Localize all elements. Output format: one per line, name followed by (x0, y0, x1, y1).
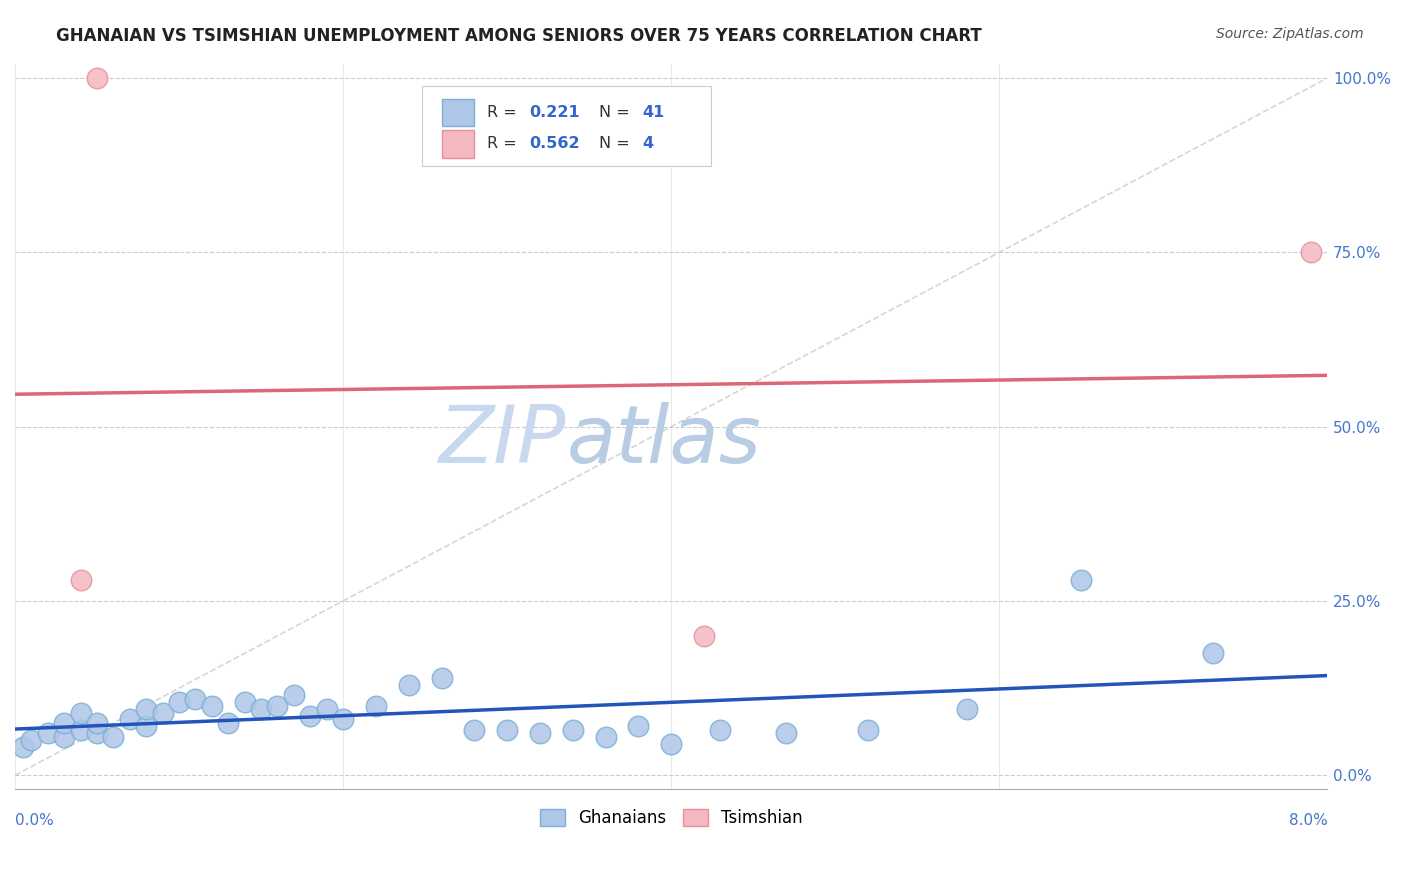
Point (1070, 573, 1092, 587)
Point (13, 740, 35, 755)
Point (315, 702, 337, 716)
Text: N =: N = (599, 136, 636, 152)
Text: 8.0%: 8.0% (1289, 813, 1327, 828)
Point (201, 698, 224, 713)
Point (53, 730, 76, 744)
Point (856, 723, 879, 737)
Point (463, 723, 485, 737)
Point (69, 573, 91, 587)
Point (1299, 245, 1322, 260)
Point (955, 702, 977, 716)
Point (561, 723, 583, 737)
Point (496, 723, 519, 737)
Text: R =: R = (488, 105, 523, 120)
Point (266, 698, 288, 713)
Point (709, 723, 731, 737)
Point (299, 709, 322, 723)
Point (627, 719, 650, 733)
FancyBboxPatch shape (441, 130, 474, 158)
Point (659, 737, 682, 751)
Point (37, 726, 59, 740)
Point (184, 691, 207, 706)
Text: GHANAIAN VS TSIMSHIAN UNEMPLOYMENT AMONG SENIORS OVER 75 YEARS CORRELATION CHART: GHANAIAN VS TSIMSHIAN UNEMPLOYMENT AMONG… (56, 27, 981, 45)
Point (430, 671, 453, 685)
Point (775, 726, 797, 740)
Point (135, 702, 157, 716)
Text: 0.0%: 0.0% (15, 813, 53, 828)
Point (69, 723, 91, 737)
Point (86, 716, 108, 731)
Text: 0.562: 0.562 (530, 136, 581, 152)
Point (283, 688, 305, 702)
Point (250, 702, 273, 716)
Point (364, 698, 387, 713)
Point (20, 733, 42, 747)
Point (595, 730, 617, 744)
Legend: Ghanaians, Tsimshian: Ghanaians, Tsimshian (531, 800, 811, 835)
Point (152, 706, 174, 720)
FancyBboxPatch shape (422, 86, 710, 166)
Point (693, 629, 716, 643)
FancyBboxPatch shape (441, 99, 474, 127)
Point (332, 713, 354, 727)
Text: 41: 41 (643, 105, 665, 120)
Point (69, 706, 91, 720)
Text: R =: R = (488, 136, 523, 152)
Point (103, 730, 125, 744)
Point (217, 716, 239, 731)
Text: 0.221: 0.221 (530, 105, 581, 120)
Text: 4: 4 (643, 136, 654, 152)
Point (1201, 646, 1223, 660)
Point (398, 678, 420, 692)
Text: Source: ZipAtlas.com: Source: ZipAtlas.com (1216, 27, 1364, 41)
Point (118, 713, 141, 727)
Point (86, 70, 108, 85)
Text: ZIP: ZIP (439, 402, 567, 480)
Point (167, 695, 190, 709)
Text: N =: N = (599, 105, 636, 120)
Point (529, 726, 551, 740)
Point (86, 726, 108, 740)
Point (233, 695, 256, 709)
Text: atlas: atlas (567, 402, 761, 480)
Point (53, 716, 76, 731)
Point (135, 719, 157, 733)
